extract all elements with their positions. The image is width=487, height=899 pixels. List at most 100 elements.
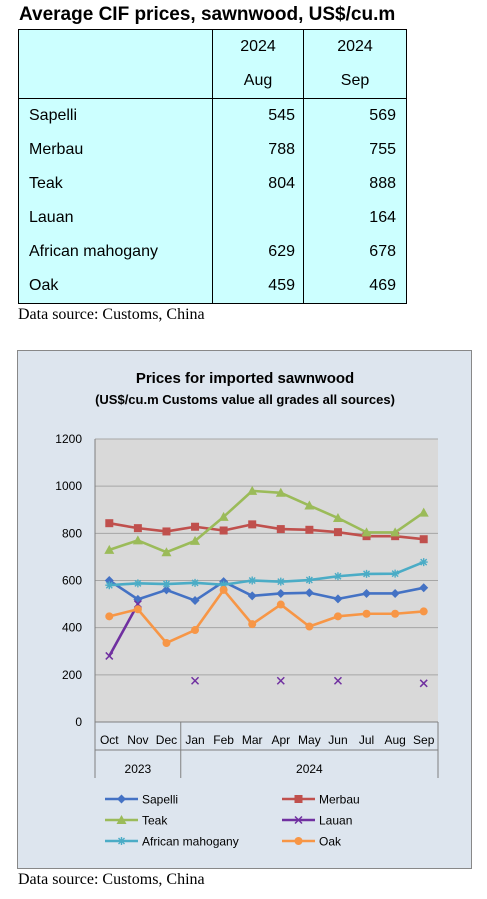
data-point-sapelli	[304, 588, 314, 598]
species-cell: African mahogany	[18, 235, 213, 269]
series-line-african-mahogany	[109, 560, 425, 587]
header-month-aug: Aug	[212, 64, 304, 99]
data-point-merbau	[191, 522, 200, 531]
legend-item-lauan: Lauan	[282, 814, 352, 828]
data-point-african-mahogany	[133, 579, 142, 588]
data-point-african-mahogany	[191, 578, 200, 587]
y-tick-label: 800	[62, 526, 82, 540]
data-point-teak	[132, 535, 143, 545]
data-point-oak	[419, 607, 428, 616]
series-oak	[105, 585, 428, 647]
legend-marker	[117, 837, 126, 845]
table-row: Merbau 788 755	[18, 133, 407, 167]
prices-table: 2024 2024 Aug Sep Sapelli 545 569 Merbau…	[18, 29, 407, 304]
y-tick-label: 1200	[55, 432, 82, 446]
table-row: Lauan 164	[18, 201, 407, 235]
data-point-teak	[418, 507, 429, 517]
data-point-african-mahogany	[333, 572, 342, 581]
x-tick-label: Oct	[100, 733, 119, 747]
data-point-sapelli	[247, 591, 257, 601]
series-line-sapelli	[108, 579, 424, 602]
series-line-lauan	[108, 603, 140, 657]
aug-price-cell: 545	[212, 98, 304, 133]
data-point-merbau	[162, 527, 171, 536]
legend-label: African mahogany	[142, 835, 239, 849]
x-tick-label: Dec	[156, 733, 177, 747]
data-point-oak	[391, 609, 400, 618]
x-tick-label: Apr	[271, 733, 290, 747]
species-cell: Merbau	[18, 133, 213, 167]
data-point-lauan	[276, 676, 285, 685]
x-tick-label: Jul	[359, 733, 374, 747]
y-tick-label: 1000	[55, 479, 82, 493]
aug-price-cell	[212, 201, 304, 235]
chart-legend: Sapelli Merbau Teak Lauan African mahogany Oa…	[105, 793, 360, 849]
data-point-sapelli	[161, 585, 171, 595]
legend-marker	[294, 837, 303, 845]
data-point-merbau	[276, 525, 285, 534]
data-point-teak	[390, 527, 401, 537]
data-point-oak	[133, 605, 142, 614]
data-point-sapelli	[276, 588, 286, 598]
data-point-oak	[305, 622, 314, 631]
legend-label: Lauan	[319, 814, 352, 828]
legend-marker	[294, 815, 303, 825]
data-point-sapelli	[133, 594, 143, 604]
species-cell: Teak	[18, 167, 213, 201]
legend-label: Sapelli	[142, 793, 178, 807]
data-point-oak	[219, 585, 228, 594]
year-group-label: 2023	[125, 762, 152, 776]
data-point-oak	[362, 609, 371, 618]
data-point-lauan	[191, 676, 200, 685]
data-point-african-mahogany	[276, 577, 285, 586]
line-chart: Prices for imported sawnwood (US$/cu.m C…	[55, 370, 439, 849]
series-line-oak	[108, 588, 424, 645]
data-point-merbau	[219, 526, 228, 535]
data-point-sapelli	[390, 588, 400, 598]
data-point-lauan	[333, 676, 342, 685]
legend-label: Merbau	[319, 793, 360, 807]
chart-panel: Prices for imported sawnwood (US$/cu.m C…	[17, 350, 472, 869]
legend-item-merbau: Merbau	[282, 793, 360, 807]
data-point-african-mahogany	[362, 569, 371, 578]
sep-price-cell: 888	[303, 167, 407, 201]
data-point-african-mahogany	[219, 580, 228, 589]
table-header-row-month: Aug Sep	[18, 64, 407, 99]
data-point-sapelli	[419, 583, 429, 593]
x-tick-label: Feb	[213, 733, 234, 747]
x-tick-label: May	[298, 733, 321, 747]
data-point-oak	[248, 620, 257, 629]
data-point-merbau	[305, 525, 314, 534]
data-point-african-mahogany	[162, 580, 171, 589]
series-sapelli	[104, 576, 429, 606]
year-group-label: 2024	[296, 762, 323, 776]
data-point-sapelli	[362, 588, 372, 598]
x-tick-label: Jan	[185, 733, 204, 747]
data-point-oak	[162, 638, 171, 647]
legend-label: Oak	[319, 835, 342, 849]
header-empty-cell	[18, 64, 213, 99]
data-point-african-mahogany	[391, 569, 400, 578]
x-tick-label: Jun	[328, 733, 347, 747]
aug-price-cell: 788	[212, 133, 304, 167]
data-point-teak	[361, 527, 372, 537]
legend-item-african-mahogany: African mahogany	[105, 835, 239, 849]
legend-label: Teak	[142, 814, 168, 828]
data-point-merbau	[333, 528, 342, 537]
data-point-oak	[276, 600, 285, 609]
data-point-teak	[161, 547, 172, 557]
y-tick-label: 200	[62, 668, 82, 682]
sep-price-cell: 469	[303, 269, 407, 304]
data-point-sapelli	[190, 596, 200, 606]
data-point-teak	[332, 513, 343, 523]
header-empty-cell	[18, 29, 213, 64]
chart-subtitle: (US$/cu.m Customs value all grades all s…	[95, 392, 395, 407]
data-point-oak	[105, 612, 114, 621]
data-point-lauan	[419, 679, 428, 688]
x-tick-label: Sep	[413, 733, 435, 747]
aug-price-cell: 804	[212, 167, 304, 201]
series-teak	[104, 485, 429, 557]
data-point-teak	[218, 511, 229, 521]
data-point-african-mahogany	[305, 576, 314, 585]
data-point-teak	[190, 535, 201, 545]
